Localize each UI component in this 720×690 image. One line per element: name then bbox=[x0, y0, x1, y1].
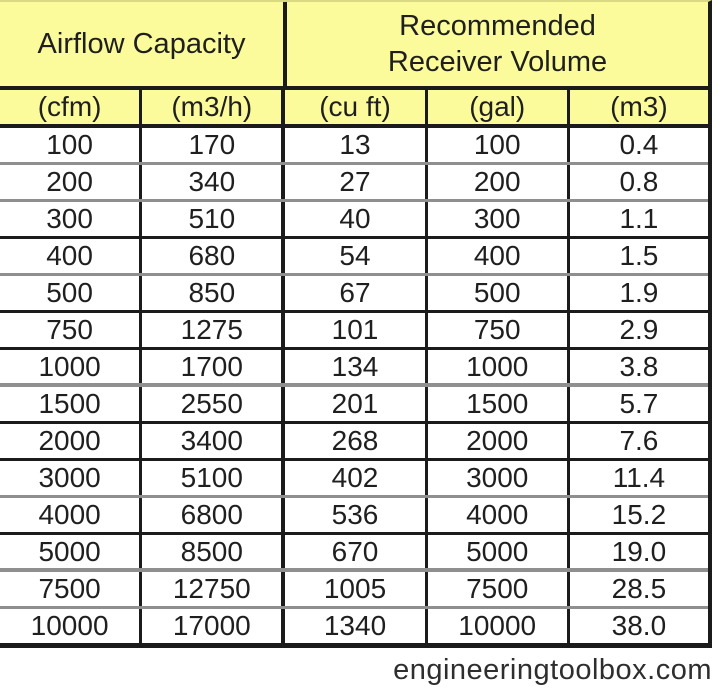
table-cell: 4000 bbox=[0, 498, 143, 532]
table-cell: 27 bbox=[285, 165, 428, 199]
table-row: 300 510 40 300 1.1 bbox=[0, 202, 708, 239]
table-body: 100 170 13 100 0.4 200 340 27 200 0.8 300 510 40 300 1… bbox=[0, 128, 708, 643]
table-row: 750 1275 101 750 2.9 bbox=[0, 313, 708, 350]
table-cell: 101 bbox=[285, 313, 428, 347]
table-cell: 2000 bbox=[428, 424, 570, 458]
table-cell: 10000 bbox=[0, 609, 143, 643]
group-header-row: Airflow Capacity Recommended Receiver Vo… bbox=[0, 2, 708, 90]
column-header-cuft: (cu ft) bbox=[285, 90, 428, 124]
table-cell: 7500 bbox=[428, 572, 570, 606]
table-cell: 5.7 bbox=[619, 388, 659, 419]
table-cell: 1500 bbox=[0, 387, 143, 421]
table-row: 7500 12750 1005 7500 28.5 bbox=[0, 572, 708, 609]
column-header-gal: (gal) bbox=[427, 90, 570, 124]
table-cell: 3000 bbox=[0, 461, 143, 495]
table-cell: 0.4 bbox=[619, 129, 659, 160]
table-cell: 28.5 bbox=[611, 573, 667, 604]
table-row: 5000 8500 670 5000 19.0 bbox=[0, 535, 708, 572]
table-cell: 10000 bbox=[428, 609, 570, 643]
table-cell: 1.5 bbox=[619, 240, 659, 271]
table-cell: 19.0 bbox=[611, 535, 667, 567]
table-cell: 300 bbox=[428, 202, 570, 236]
table-cell: 5000 bbox=[428, 535, 570, 568]
table-row: 2000 3400 268 2000 7.6 bbox=[0, 424, 708, 461]
column-header-m3: (m3) bbox=[569, 90, 709, 124]
table-cell: 1700 bbox=[142, 350, 286, 383]
table-cell: 15.2 bbox=[611, 499, 667, 530]
table-cell: 268 bbox=[285, 424, 428, 458]
table-cell: 200 bbox=[428, 165, 570, 199]
table-cell: 1500 bbox=[428, 387, 570, 421]
table-cell: 2550 bbox=[142, 387, 286, 421]
table-cell: 510 bbox=[142, 202, 286, 236]
table-cell: 12750 bbox=[142, 572, 286, 606]
table-cell: 402 bbox=[285, 461, 428, 495]
table-cell: 7.6 bbox=[619, 425, 659, 456]
table-cell: 340 bbox=[142, 165, 286, 199]
table-cell: 4000 bbox=[428, 498, 570, 532]
table-cell: 134 bbox=[285, 350, 428, 383]
table-cell: 0.8 bbox=[619, 166, 659, 197]
table-cell: 6800 bbox=[142, 498, 286, 532]
table-cell: 1000 bbox=[428, 350, 570, 383]
table-cell: 38.0 bbox=[611, 610, 667, 641]
unit-header-row: (cfm) (m3/h) (cu ft) (gal) (m3) bbox=[0, 90, 709, 128]
table-row: 3000 5100 402 3000 11.4 bbox=[0, 461, 708, 498]
table-cell: 200 bbox=[0, 165, 143, 199]
table-row: 10000 17000 1340 10000 38.0 bbox=[0, 609, 708, 643]
table-cell: 1.9 bbox=[619, 277, 659, 308]
table-row: 4000 6800 536 4000 15.2 bbox=[0, 498, 708, 535]
footer: engineeringtoolbox.com bbox=[0, 648, 720, 690]
table-cell: 2.9 bbox=[619, 314, 659, 345]
table-row: 1500 2550 201 1500 5.7 bbox=[0, 387, 708, 424]
table-cell: 750 bbox=[0, 313, 143, 347]
table-cell: 5000 bbox=[0, 535, 143, 568]
table-row: 100 170 13 100 0.4 bbox=[0, 128, 708, 165]
table-cell: 680 bbox=[142, 239, 286, 273]
table-row: 200 340 27 200 0.8 bbox=[0, 165, 708, 202]
table-cell: 670 bbox=[285, 535, 428, 568]
table-cell: 1340 bbox=[285, 609, 428, 643]
table-row: 400 680 54 400 1.5 bbox=[0, 239, 708, 276]
table-cell: 100 bbox=[428, 128, 570, 162]
table-row: 500 850 67 500 1.9 bbox=[0, 276, 708, 313]
table-cell: 1000 bbox=[0, 350, 143, 383]
table-cell: 201 bbox=[285, 387, 428, 421]
table-cell: 300 bbox=[0, 202, 143, 236]
table-cell: 100 bbox=[0, 128, 143, 162]
table-cell: 536 bbox=[285, 498, 428, 532]
table-cell: 7500 bbox=[0, 572, 143, 606]
table-cell: 17000 bbox=[142, 609, 286, 643]
table-cell: 2000 bbox=[0, 424, 143, 458]
table-cell: 500 bbox=[0, 276, 143, 310]
header-airflow-capacity: Airflow Capacity bbox=[0, 2, 287, 86]
table-cell: 8500 bbox=[142, 535, 286, 568]
table-cell: 750 bbox=[428, 313, 570, 347]
table-cell: 500 bbox=[428, 276, 570, 310]
table-cell: 40 bbox=[285, 202, 428, 236]
table-cell: 11.4 bbox=[612, 462, 666, 493]
column-header-m3h: (m3/h) bbox=[142, 90, 286, 124]
column-header-cfm: (cfm) bbox=[0, 90, 143, 124]
table-cell: 3.8 bbox=[619, 350, 659, 382]
table-cell: 3000 bbox=[428, 461, 570, 495]
table-cell: 400 bbox=[0, 239, 143, 273]
table-cell: 1.1 bbox=[619, 203, 659, 234]
table-cell: 1005 bbox=[285, 572, 428, 606]
table-cell: 54 bbox=[285, 239, 428, 273]
receiver-volume-table: Airflow Capacity Recommended Receiver Vo… bbox=[0, 0, 712, 648]
table-cell: 3400 bbox=[142, 424, 286, 458]
table-cell: 5100 bbox=[142, 461, 286, 495]
table-cell: 170 bbox=[142, 128, 286, 162]
header-recommended-receiver-volume: Recommended Receiver Volume bbox=[387, 9, 608, 78]
brand-watermark: engineeringtoolbox.com bbox=[393, 654, 712, 686]
table-cell: 1275 bbox=[142, 313, 286, 347]
table-cell: 67 bbox=[285, 276, 428, 310]
table-cell: 850 bbox=[142, 276, 286, 310]
table-row: 1000 1700 134 1000 3.8 bbox=[0, 350, 708, 387]
table-cell: 400 bbox=[428, 239, 570, 273]
table-cell: 13 bbox=[285, 128, 428, 162]
